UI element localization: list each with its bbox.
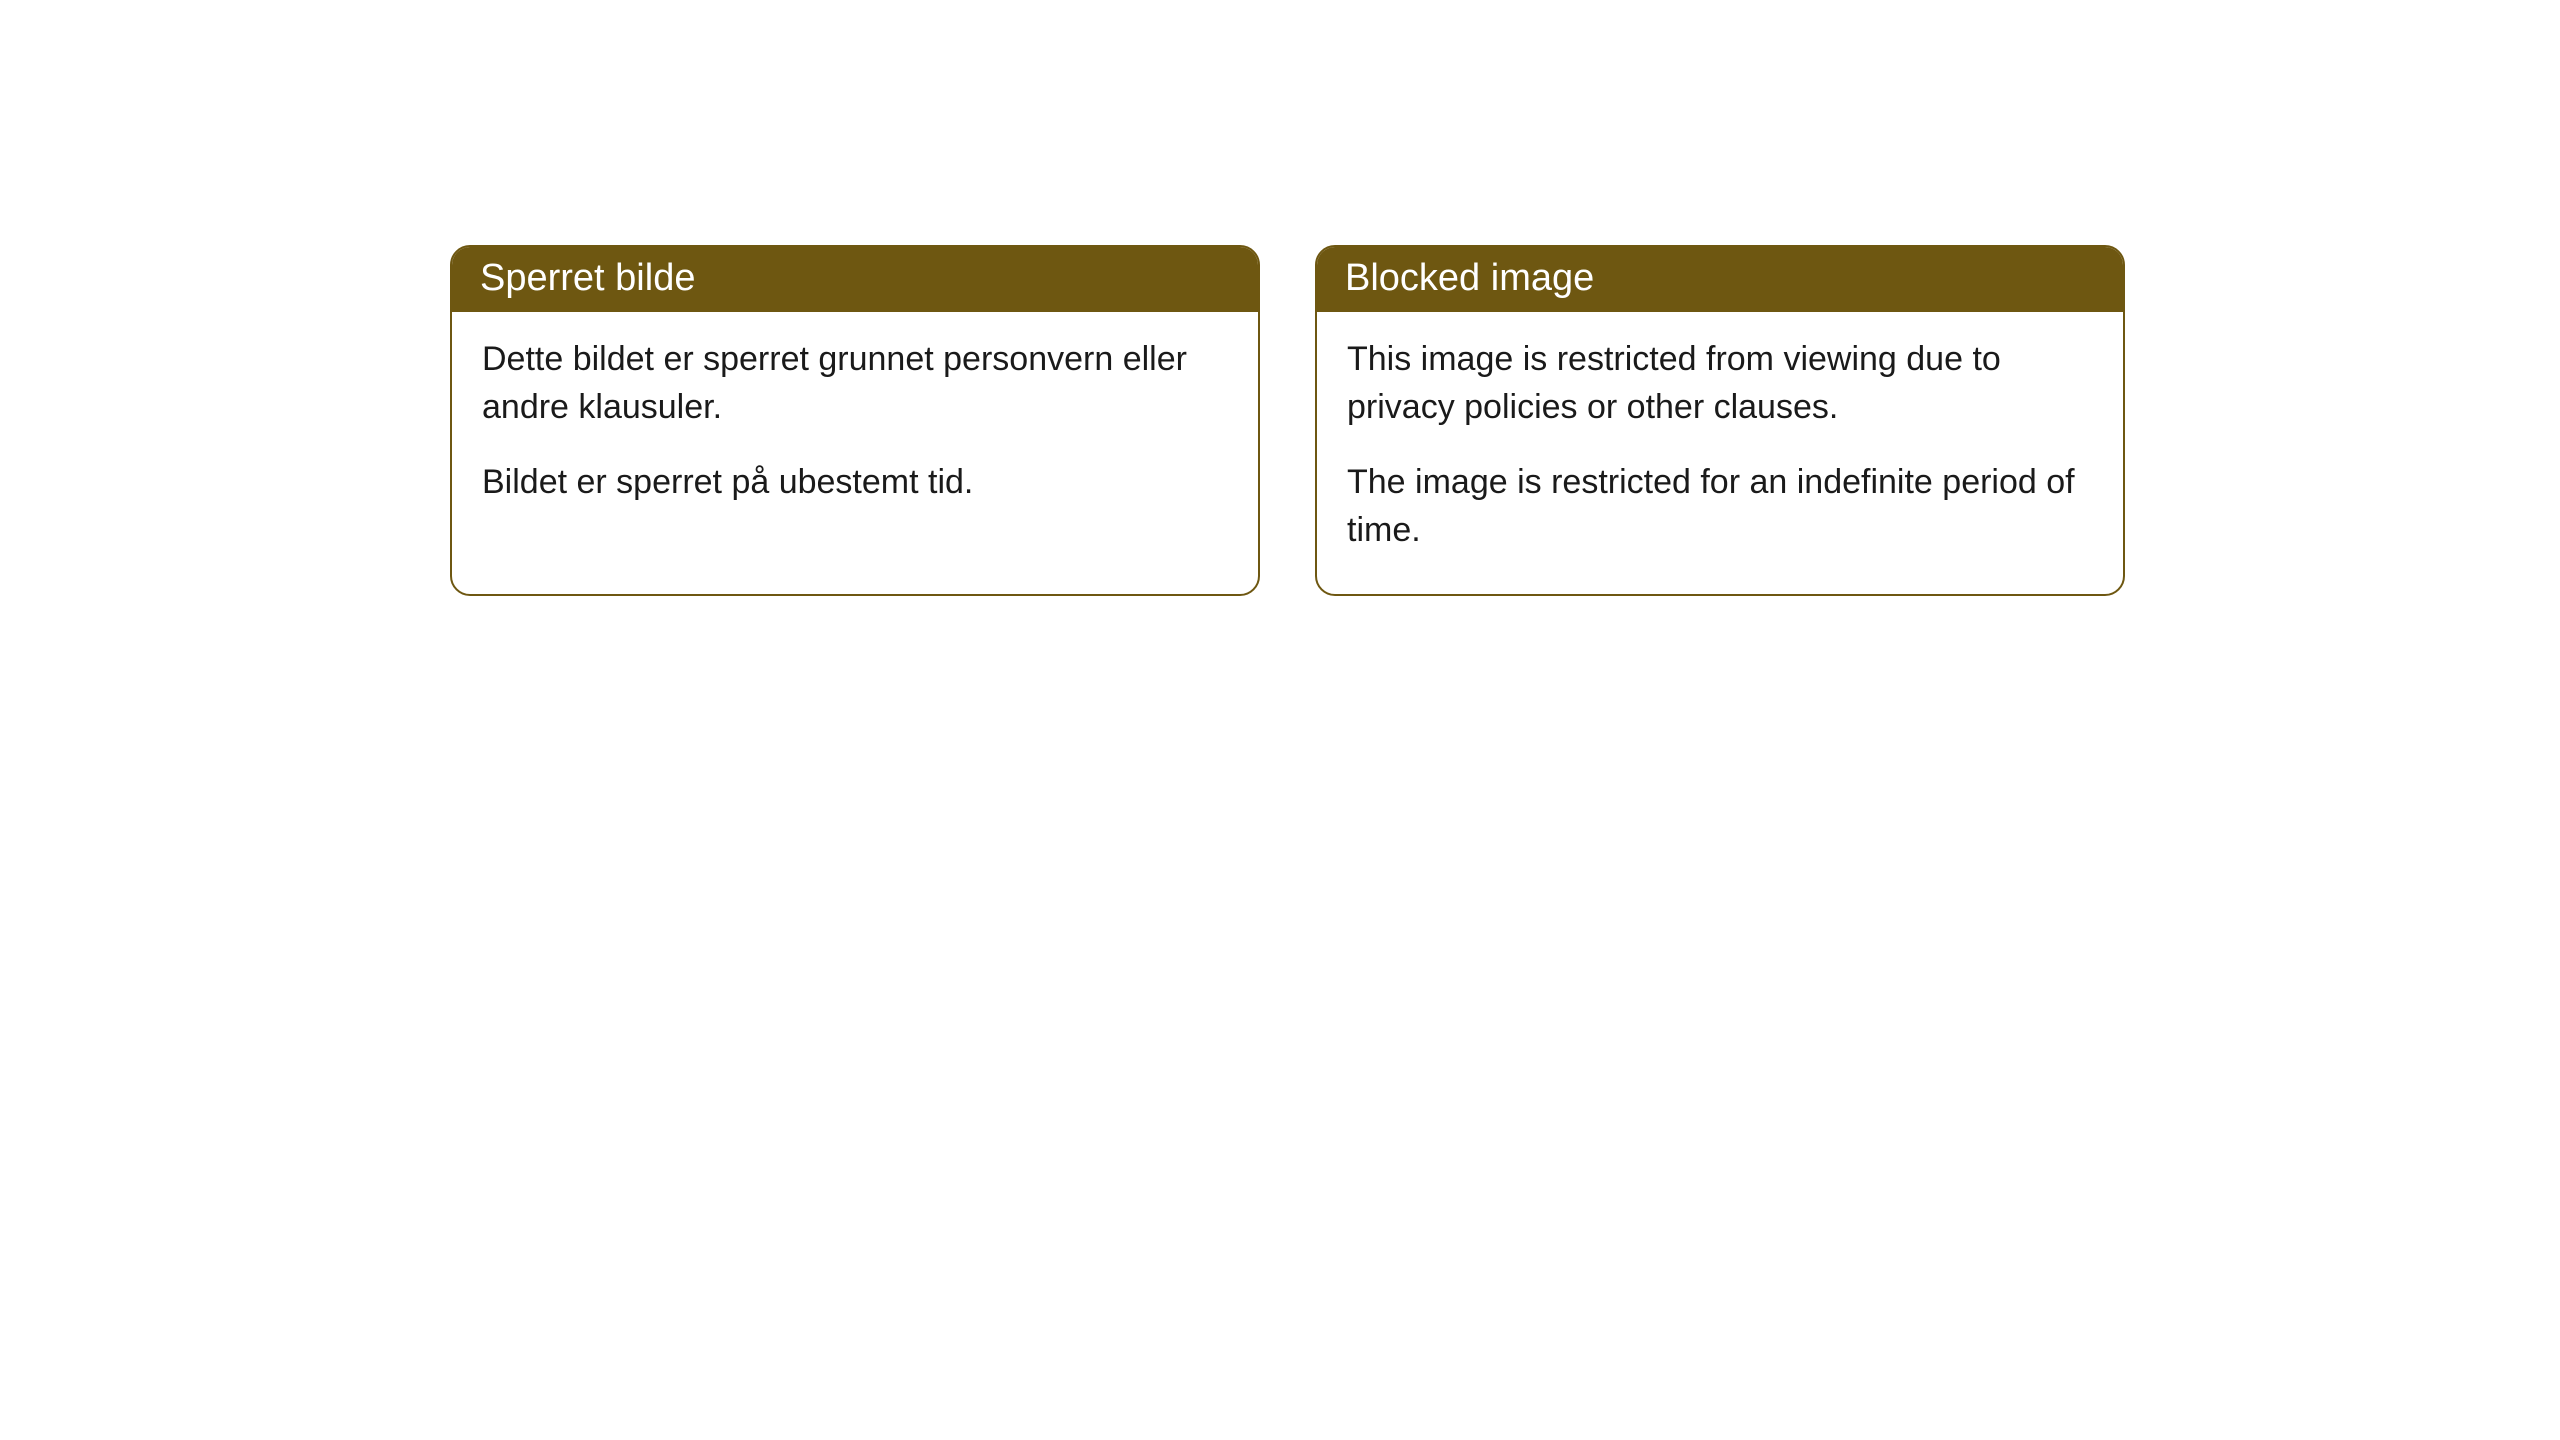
blocked-image-card-en: Blocked image This image is restricted f… — [1315, 245, 2125, 596]
card-body-en: This image is restricted from viewing du… — [1317, 312, 2123, 594]
card-body-nb: Dette bildet er sperret grunnet personve… — [452, 312, 1258, 547]
card-paragraph-en-2: The image is restricted for an indefinit… — [1347, 459, 2093, 554]
card-title-en: Blocked image — [1317, 247, 2123, 312]
card-paragraph-nb-1: Dette bildet er sperret grunnet personve… — [482, 336, 1228, 431]
notice-container: Sperret bilde Dette bildet er sperret gr… — [450, 245, 2125, 596]
card-paragraph-nb-2: Bildet er sperret på ubestemt tid. — [482, 459, 1228, 507]
card-paragraph-en-1: This image is restricted from viewing du… — [1347, 336, 2093, 431]
blocked-image-card-nb: Sperret bilde Dette bildet er sperret gr… — [450, 245, 1260, 596]
card-title-nb: Sperret bilde — [452, 247, 1258, 312]
